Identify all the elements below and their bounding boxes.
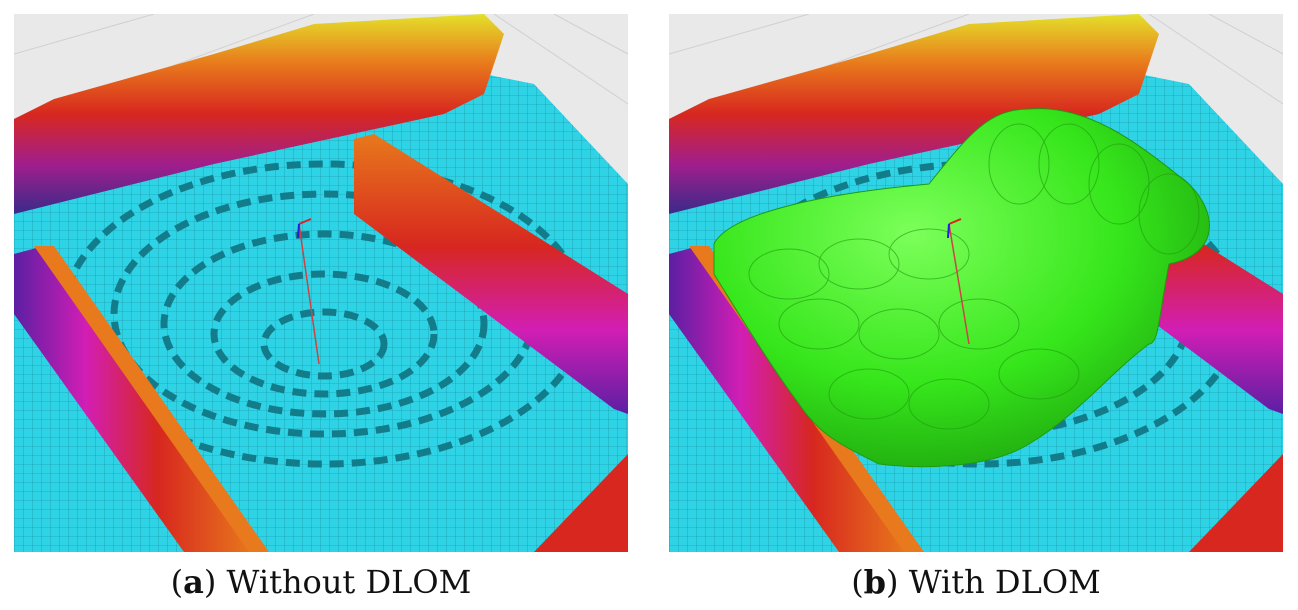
caption-a-letter: a [183,563,204,601]
caption-b-letter: b [863,563,887,601]
dlom-sphere-cloud [713,108,1210,468]
panel-a-voxel-map [14,14,628,552]
back-wall [669,14,1159,214]
back-wall [14,14,504,214]
right-wall [354,134,628,414]
caption-a: (a) Without DLOM [170,563,472,601]
voxel-scene-a [14,14,628,552]
panel-b-voxel-map [669,14,1283,552]
left-wall [669,246,909,552]
caption-b-text: With DLOM [908,563,1101,601]
voxel-scene-b [669,14,1283,552]
axis-marker-icon [947,218,970,345]
caption-a-text: Without DLOM [226,563,472,601]
caption-b: (b) With DLOM [851,563,1101,601]
axis-marker-icon [297,218,320,365]
left-wall [14,246,254,552]
